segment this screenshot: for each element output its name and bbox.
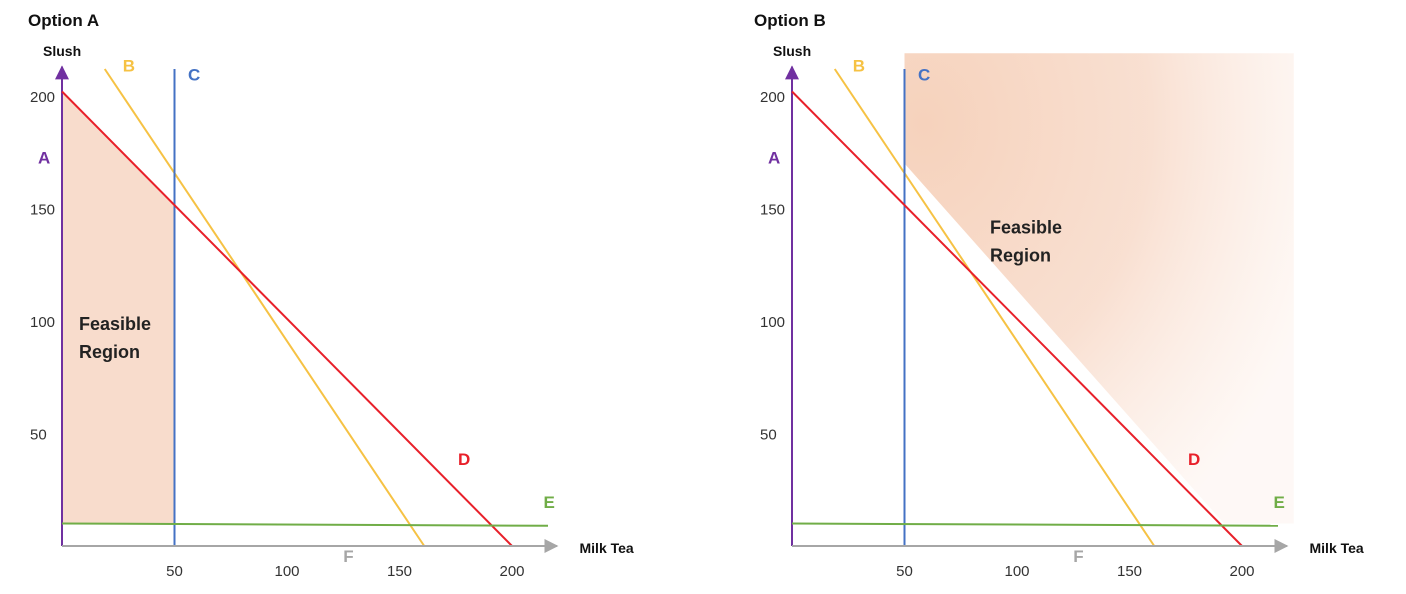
feasible-region-label-line1: Feasible xyxy=(990,217,1062,237)
feasible-region-label-line1: Feasible xyxy=(79,314,151,334)
x-tick-label: 50 xyxy=(896,563,913,580)
y-tick-label: 150 xyxy=(760,202,785,219)
y-tick-label: 50 xyxy=(760,427,777,444)
x-tick-label: 200 xyxy=(1229,563,1254,580)
y-tick-label: 100 xyxy=(760,314,785,331)
x-axis-label: Milk Tea xyxy=(1310,540,1364,556)
constraint-line-d xyxy=(61,90,513,547)
y-tick-label: 100 xyxy=(30,314,55,331)
y-tick-label: 50 xyxy=(30,427,47,444)
y-tick-label: 200 xyxy=(30,89,55,106)
line-label-c: C xyxy=(188,65,200,84)
line-label-c: C xyxy=(918,65,930,84)
option-b-title: Option B xyxy=(754,11,826,30)
x-tick-label: 50 xyxy=(166,563,183,580)
x-tick-label: 100 xyxy=(1004,563,1029,580)
x-tick-label: 150 xyxy=(387,563,412,580)
line-label-a: A xyxy=(768,149,780,168)
x-tick-label: 150 xyxy=(1117,563,1142,580)
option-b-panel: Option B A B C D E F 50 100 150 200 50 100 150 200 Slu… xyxy=(754,11,1364,580)
x-tick-label: 200 xyxy=(499,563,524,580)
y-axis-label: Slush xyxy=(773,43,811,59)
line-label-f: F xyxy=(343,547,353,566)
y-tick-label: 200 xyxy=(760,89,785,106)
y-tick-label: 150 xyxy=(30,202,55,219)
line-label-e: E xyxy=(1274,493,1285,512)
feasible-region-label-line2: Region xyxy=(79,342,140,362)
line-label-b: B xyxy=(853,56,865,75)
option-a-panel: Option A A B C D E F 50 100 150 200 50 100 150 200 Slu… xyxy=(28,11,634,580)
y-axis-label: Slush xyxy=(43,43,81,59)
x-axis-label: Milk Tea xyxy=(580,540,634,556)
feasible-region-area xyxy=(904,53,1294,524)
constraint-line-e xyxy=(791,522,1279,527)
line-label-e: E xyxy=(544,493,555,512)
option-a-title: Option A xyxy=(28,11,99,30)
line-label-f: F xyxy=(1073,547,1083,566)
feasible-region-area xyxy=(62,91,175,524)
line-label-d: D xyxy=(458,450,470,469)
line-label-d: D xyxy=(1188,450,1200,469)
line-label-a: A xyxy=(38,149,50,168)
constraint-line-b xyxy=(103,68,426,547)
feasible-region-label-line2: Region xyxy=(990,245,1051,265)
constraint-line-e xyxy=(61,522,549,527)
constraint-line-b xyxy=(833,68,1156,547)
x-tick-label: 100 xyxy=(274,563,299,580)
constraint-line-d xyxy=(791,90,1243,547)
line-label-b: B xyxy=(123,56,135,75)
